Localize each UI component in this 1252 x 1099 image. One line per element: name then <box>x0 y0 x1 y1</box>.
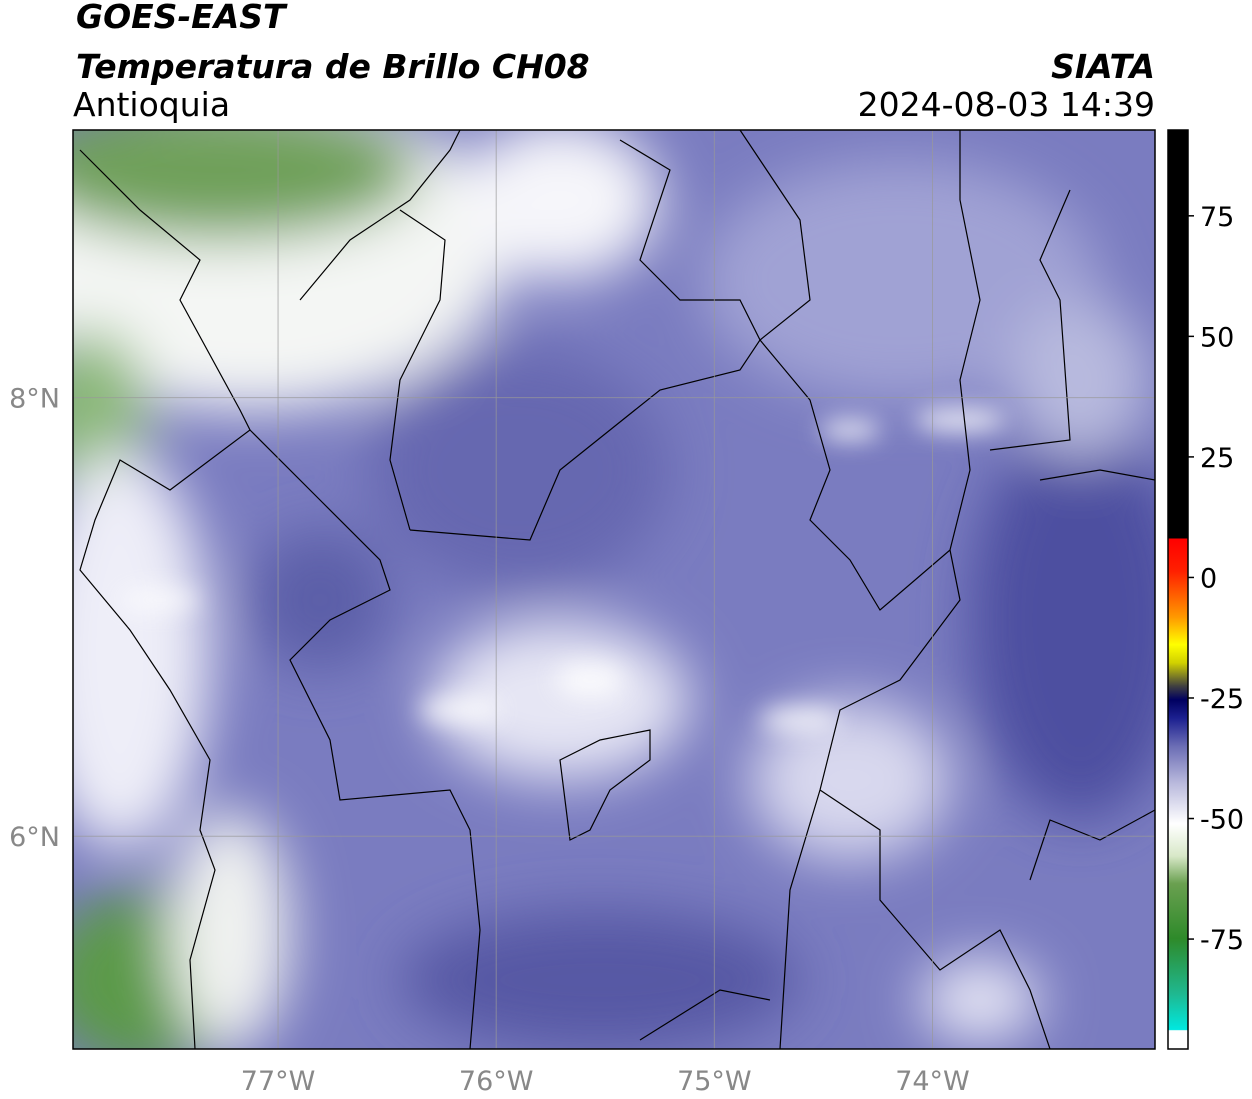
timestamp: 2024-08-03 14:39 <box>858 85 1155 124</box>
source: SIATA <box>1051 47 1155 86</box>
colorbar-tick-label: 75 <box>1200 202 1234 233</box>
colorbar-tick-label: -75 <box>1200 925 1244 956</box>
colorbar-tick-label: 0 <box>1200 563 1217 594</box>
imagery <box>73 130 1155 1049</box>
graticule <box>73 130 1155 1049</box>
colorbar-tick-label: -50 <box>1200 805 1244 836</box>
y-tick-label: 8°N <box>9 384 60 415</box>
x-tick-label: 77°W <box>241 1066 316 1097</box>
colorbar-ticks: 75 50 25 0 -25 -50 -75 <box>1188 202 1244 956</box>
region: Antioquia <box>73 85 230 124</box>
plot-frame <box>72 129 1156 1050</box>
x-tick-label: 74°W <box>895 1066 970 1097</box>
colorbar-tick-label: 50 <box>1200 322 1234 353</box>
colorbar <box>1167 129 1189 1050</box>
colorbar-tick-label: -25 <box>1200 684 1244 715</box>
title: GOES-EAST <box>76 0 288 36</box>
y-tick-label: 6°N <box>9 822 60 853</box>
x-tick-label: 75°W <box>677 1066 752 1097</box>
x-tick-label: 76°W <box>459 1066 534 1097</box>
subtitle: Temperatura de Brillo CH08 <box>76 47 590 86</box>
colorbar-tick-label: 25 <box>1200 443 1234 474</box>
